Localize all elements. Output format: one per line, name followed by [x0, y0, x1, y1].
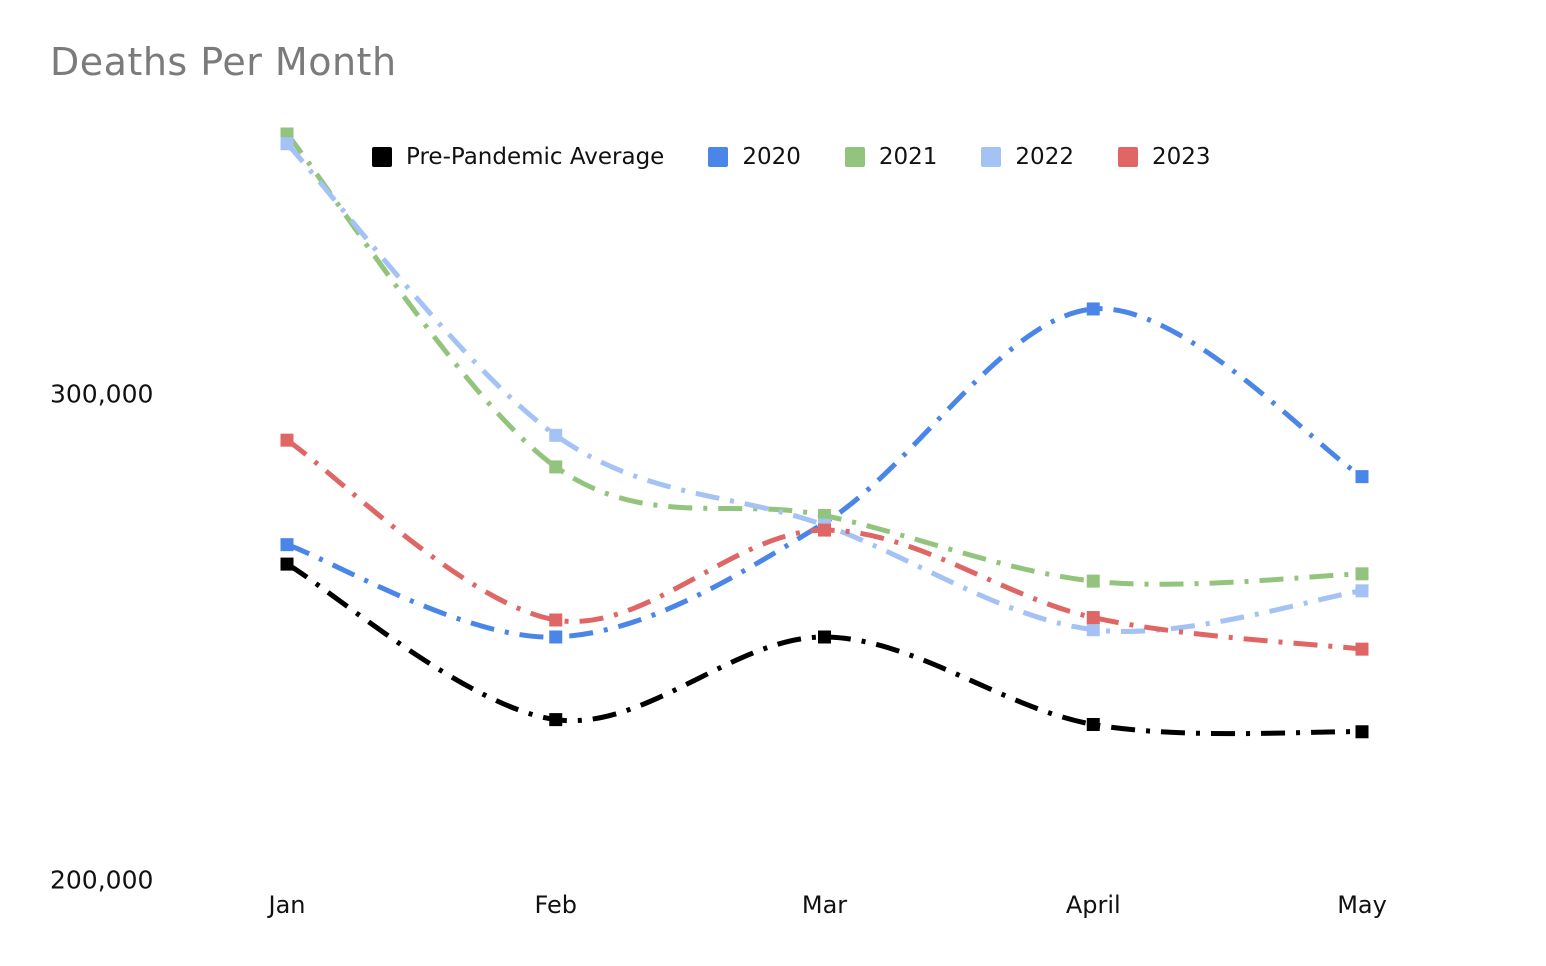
legend-swatch-2023-icon [1117, 147, 1138, 167]
legend-item-2020: 2020 [708, 144, 801, 170]
legend-item-2023: 2023 [1117, 144, 1211, 170]
data-point-marker [1086, 574, 1100, 588]
series-line [285, 438, 1363, 652]
series-line [285, 561, 1363, 737]
legend-item-pre-pandemic: Pre-Pandemic Average [372, 144, 664, 170]
data-point-marker [549, 713, 563, 727]
data-point-marker [1355, 725, 1369, 739]
legend-item-2021: 2021 [844, 144, 938, 170]
legend-swatch-2022-icon [981, 147, 1002, 167]
data-point-marker [549, 428, 563, 442]
data-point-marker [818, 630, 831, 644]
data-point-marker [280, 538, 294, 552]
legend-swatch-pre-pandemic-icon [372, 147, 392, 167]
data-point-marker [1355, 567, 1369, 581]
chart-legend: Pre-Pandemic Average 2020 2021 2022 2023 [372, 144, 1211, 170]
series-line [286, 306, 1364, 640]
legend-label-2022: 2022 [1015, 144, 1074, 170]
data-point-marker [549, 613, 563, 627]
series-line [285, 132, 1363, 587]
series-line [285, 142, 1363, 634]
legend-label-2021: 2021 [878, 144, 938, 170]
data-point-marker [280, 137, 294, 151]
y-tick-label: 300,000 [50, 380, 153, 409]
series-layer [280, 127, 1369, 739]
data-point-marker [818, 523, 831, 537]
data-point-marker [1086, 717, 1100, 731]
legend-item-2022: 2022 [981, 144, 1074, 170]
legend-swatch-2020-icon [708, 147, 729, 167]
chart-title: Deaths Per Month [50, 40, 397, 84]
data-point-marker [1086, 623, 1100, 637]
data-point-marker [1355, 584, 1369, 598]
data-point-marker [549, 460, 563, 474]
x-tick-label: Jan [267, 891, 306, 919]
x-tick-label: Mar [802, 891, 847, 919]
data-point-marker [280, 433, 294, 447]
x-tick-label: April [1066, 891, 1121, 919]
legend-label-2023: 2023 [1151, 144, 1211, 170]
data-point-marker [1355, 470, 1369, 484]
x-tick-label: May [1337, 891, 1387, 919]
data-point-marker [549, 630, 563, 644]
data-point-marker [1086, 611, 1100, 625]
x-tick-label: Feb [535, 891, 578, 919]
y-tick-label: 200,000 [50, 866, 153, 895]
data-point-marker [280, 557, 294, 571]
data-point-marker [1086, 302, 1100, 316]
legend-label-pre-pandemic: Pre-Pandemic Average [406, 144, 665, 170]
legend-label-2020: 2020 [742, 144, 801, 170]
legend-swatch-2021-icon [844, 147, 865, 167]
data-point-marker [1355, 642, 1369, 656]
